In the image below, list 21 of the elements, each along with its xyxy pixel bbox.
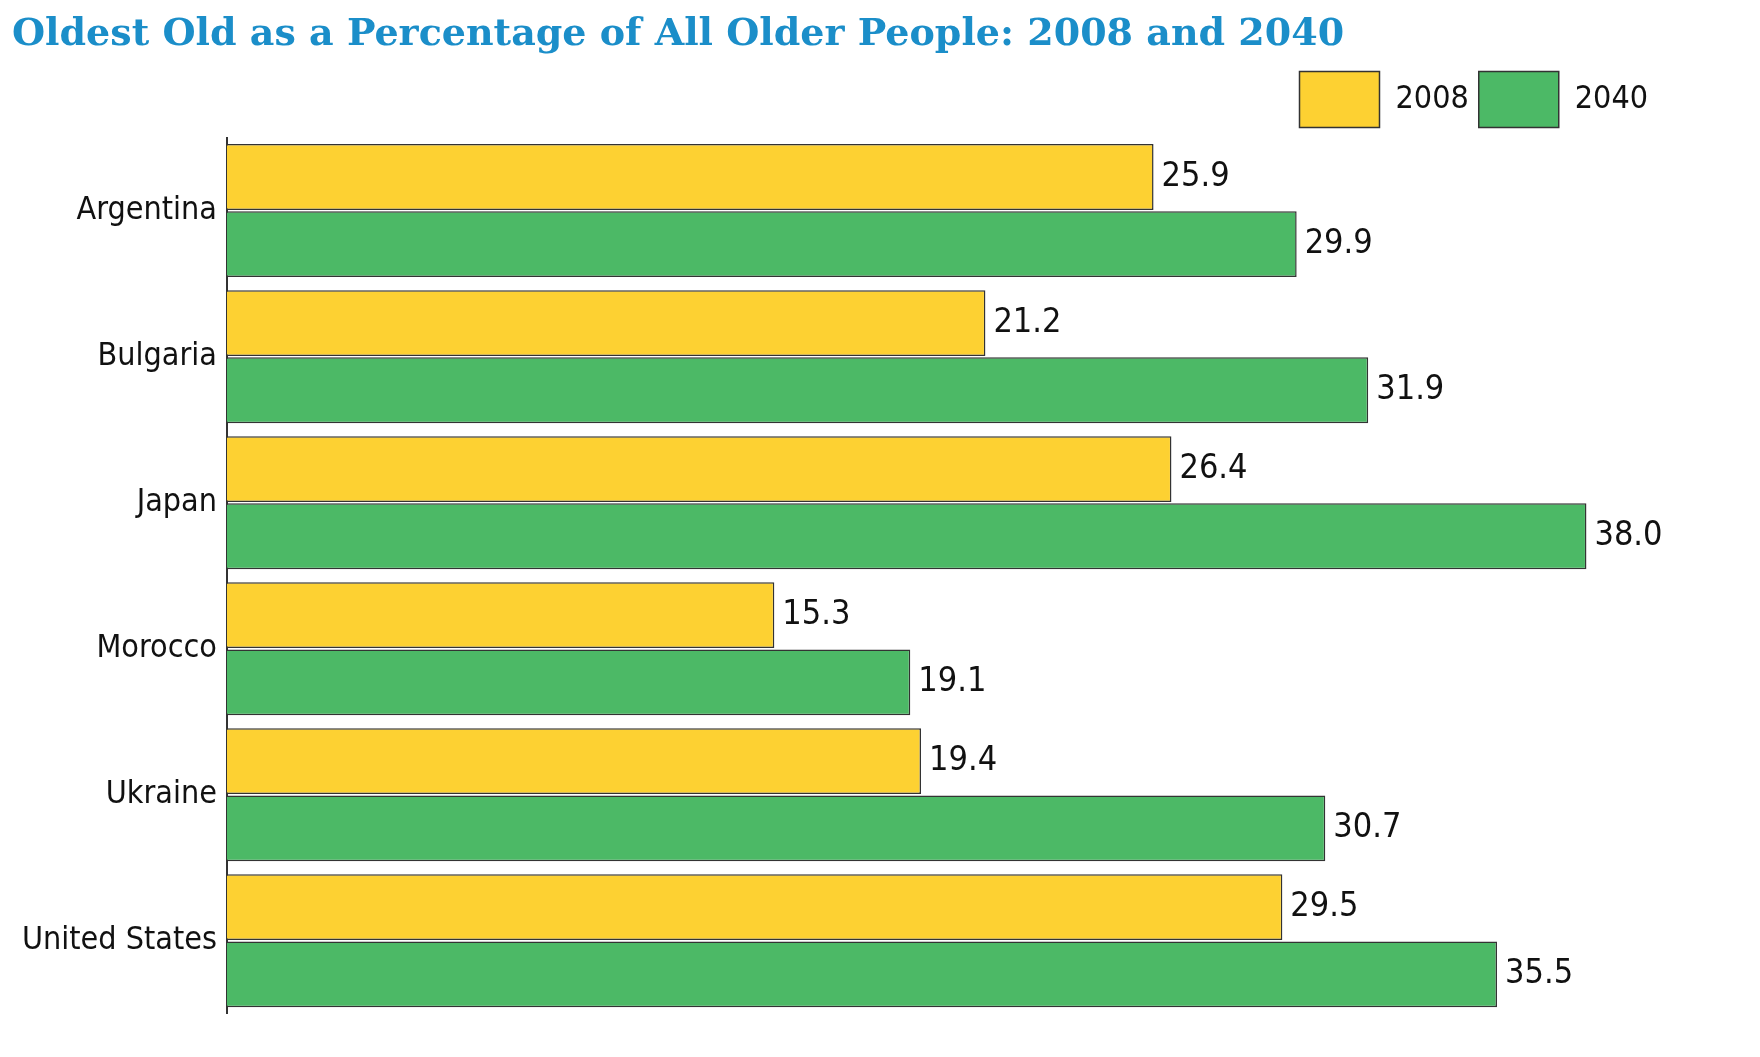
y-tick-label: Japan: [134, 481, 217, 519]
data-label: 21.2: [993, 299, 1062, 340]
y-tick-label: Morocco: [96, 627, 217, 666]
y-tick-label: Bulgaria: [97, 334, 217, 373]
legend-label: 2040: [1574, 77, 1648, 116]
data-label: 26.4: [1179, 445, 1248, 486]
y-tick-label: United States: [22, 919, 217, 958]
data-label: 38.0: [1594, 513, 1663, 554]
data-label: 29.9: [1304, 221, 1373, 262]
data-label: 29.5: [1290, 884, 1359, 925]
data-label: 19.1: [918, 659, 987, 700]
data-label: 25.9: [1161, 153, 1230, 194]
data-label: 31.9: [1376, 367, 1445, 408]
data-label: 19.4: [929, 737, 998, 778]
data-label: 30.7: [1333, 805, 1402, 846]
data-label: 35.5: [1505, 951, 1574, 992]
y-tick-label: Ukraine: [105, 773, 217, 812]
data-label: 15.3: [782, 591, 851, 632]
y-tick-label: Argentina: [76, 188, 217, 227]
legend-label: 2008: [1395, 77, 1469, 116]
chart-title: Oldest Old as a Percentage of All Older People: 2008 and 2040: [12, 8, 1345, 54]
